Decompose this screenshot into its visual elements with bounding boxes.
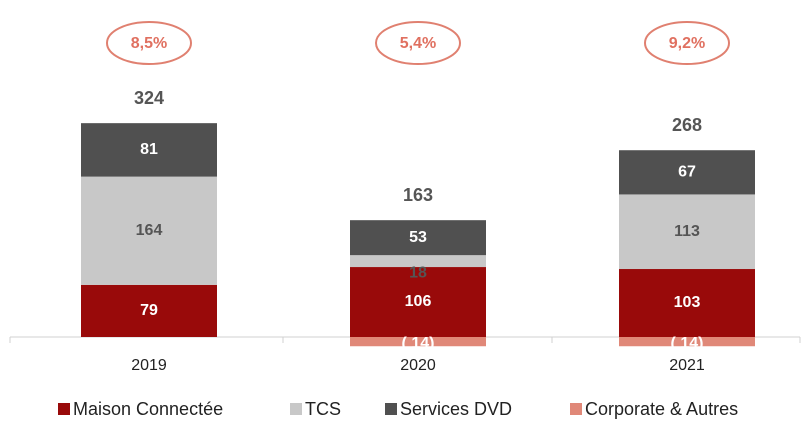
bar-segment <box>350 337 486 347</box>
value-label: 67 <box>678 164 696 181</box>
value-label: 79 <box>140 302 158 319</box>
bar-segment <box>81 123 217 177</box>
legend-swatch <box>385 403 397 415</box>
bar-segment <box>81 284 217 337</box>
legend-label: Services DVD <box>400 399 512 419</box>
margin-ellipse <box>106 21 192 65</box>
value-label: ( 14) <box>671 335 704 352</box>
margin-ellipse <box>644 21 730 65</box>
x-tick-label: 2020 <box>400 357 436 374</box>
x-tick-label: 2021 <box>669 357 705 374</box>
bar-segment <box>619 269 755 337</box>
value-label: ( 14) <box>402 335 435 352</box>
legend-label: Corporate & Autres <box>585 399 738 419</box>
margin-ellipse <box>375 21 461 65</box>
bar-segment <box>81 176 217 285</box>
value-label: 81 <box>140 141 158 158</box>
bar-segment <box>350 255 486 268</box>
total-label: 324 <box>134 88 164 108</box>
margin-label: 8,5% <box>131 35 167 52</box>
value-label: 164 <box>136 222 163 239</box>
legend-label: TCS <box>305 399 341 419</box>
total-label: 268 <box>672 115 702 135</box>
margin-label: 9,2% <box>669 35 705 52</box>
bar-segment <box>619 194 755 270</box>
legend-swatch <box>290 403 302 415</box>
bar-segment <box>619 150 755 195</box>
legend-swatch <box>570 403 582 415</box>
bar-segment <box>350 220 486 256</box>
bar-segment <box>350 267 486 337</box>
legend-swatch <box>58 403 70 415</box>
total-label: 163 <box>403 185 433 205</box>
x-tick-label: 2019 <box>131 357 167 374</box>
legend-label: Maison Connectée <box>73 399 223 419</box>
margin-label: 5,4% <box>400 35 436 52</box>
value-label: 103 <box>674 294 701 311</box>
bar-segment <box>619 337 755 347</box>
value-label: 113 <box>674 223 700 240</box>
value-label: 53 <box>409 229 427 246</box>
value-label: 18 <box>409 264 427 281</box>
value-label: 106 <box>405 293 432 310</box>
